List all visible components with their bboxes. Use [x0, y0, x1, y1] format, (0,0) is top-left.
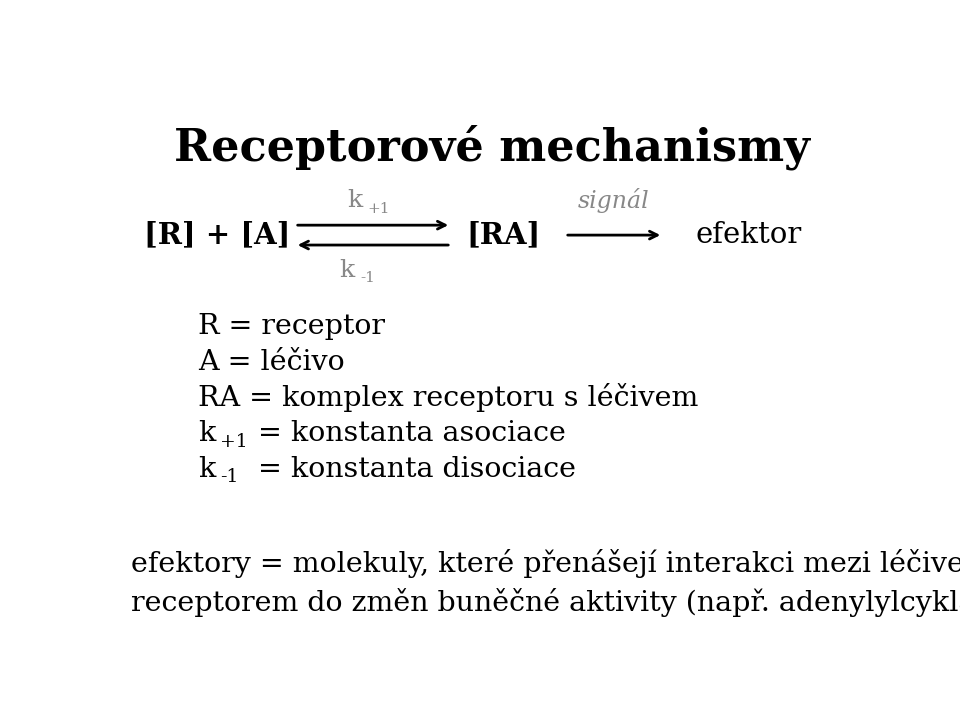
Text: = konstanta asociace: = konstanta asociace [249, 420, 565, 447]
Text: [R] + [A]: [R] + [A] [144, 221, 290, 250]
Text: receptorem do změn buněčné aktivity (např. adenylylcykláza).: receptorem do změn buněčné aktivity (nap… [132, 588, 960, 617]
Text: efektor: efektor [696, 221, 802, 249]
Text: k: k [198, 456, 215, 483]
Text: RA = komplex receptoru s léčivem: RA = komplex receptoru s léčivem [198, 384, 699, 412]
Text: signál: signál [578, 189, 650, 214]
Text: k: k [347, 189, 362, 212]
Text: efektory = molekuly, které přenášejí interakci mezi léčivem a: efektory = molekuly, které přenášejí int… [132, 549, 960, 578]
Text: Receptorové mechanismy: Receptorové mechanismy [174, 125, 810, 170]
Text: [RA]: [RA] [466, 221, 540, 250]
Text: k: k [340, 260, 355, 282]
Text: +1: +1 [368, 201, 391, 216]
Text: k: k [198, 420, 215, 447]
Text: R = receptor: R = receptor [198, 313, 385, 340]
Text: -1: -1 [221, 468, 239, 486]
Text: A = léčivo: A = léčivo [198, 348, 345, 376]
Text: +1: +1 [221, 432, 248, 450]
Text: -1: -1 [360, 271, 375, 285]
Text: = konstanta disociace: = konstanta disociace [249, 456, 576, 483]
